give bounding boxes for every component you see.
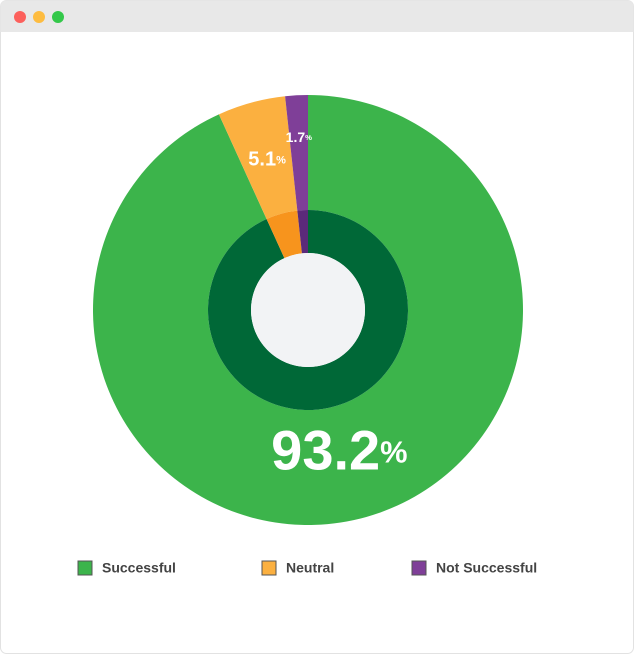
title-bar [0,0,634,32]
legend-label: Neutral [286,560,334,576]
minimize-button[interactable] [33,11,45,23]
legend-swatch [411,560,427,576]
legend-label: Successful [102,560,176,576]
data-label: 93.2% [271,418,407,481]
close-button[interactable] [14,11,26,23]
legend-swatch [261,560,277,576]
inner-ring-slice [208,210,408,410]
data-label: 5.1% [248,149,286,171]
legend-label: Not Successful [436,560,537,576]
legend-swatch [77,560,93,576]
inner-ring-slice [297,210,308,254]
donut-hole [251,253,365,367]
data-label: 1.7% [286,129,312,145]
chart: 93.2% 5.1%1.7% Successful Neutral Not Succes… [77,95,537,576]
pie-slice [218,96,298,219]
inner-ring-slice [266,210,302,259]
pie-slice [285,95,308,211]
maximize-button[interactable] [52,11,64,23]
pie-slice [92,95,523,525]
